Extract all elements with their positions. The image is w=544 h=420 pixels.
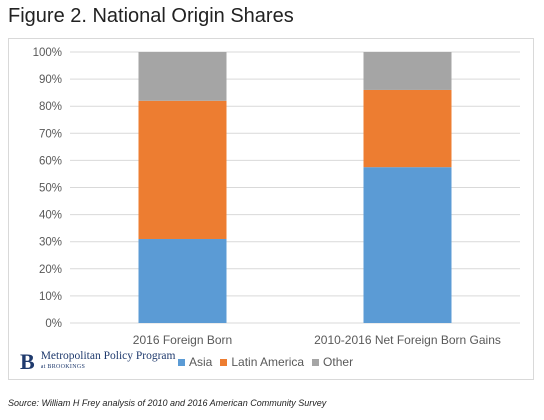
y-tick-label: 30%: [39, 237, 62, 249]
x-axis-categories: 2016 Foreign Born 2010-2016 Net Foreign B…: [133, 333, 501, 347]
legend-label: Other: [323, 355, 354, 369]
brand-sub: at BROOKINGS: [40, 364, 86, 370]
bar-segment-latin-america: [138, 100, 227, 239]
legend-item-asia: Asia: [178, 355, 212, 369]
x-category-label: 2016 Foreign Born: [133, 333, 232, 347]
chart-frame: [8, 38, 534, 380]
y-tick-label: 100%: [33, 47, 62, 59]
y-tick-label: 40%: [39, 210, 62, 222]
legend-item-other: Other: [312, 355, 353, 369]
y-tick-label: 70%: [39, 128, 62, 140]
legend-label: Latin America: [231, 355, 305, 369]
legend-swatch: [178, 358, 185, 366]
y-axis-ticks: 0% 10% 20% 30% 40% 50% 60% 70% 80% 90% 100%: [33, 47, 62, 330]
y-tick-label: 60%: [39, 155, 62, 167]
legend-label: Asia: [189, 355, 213, 369]
chart-title: Figure 2. National Origin Shares: [8, 5, 294, 27]
legend-item-latin-america: Latin America: [220, 355, 304, 369]
x-category-label: 2010-2016 Net Foreign Born Gains: [314, 333, 501, 347]
source-note: Source: William H Frey analysis of 2010 …: [8, 398, 327, 408]
brand-text: Metropolitan Policy Program at BROOKINGS: [40, 350, 176, 373]
brand-name: Metropolitan Policy Program: [40, 350, 176, 362]
y-tick-label: 80%: [39, 101, 62, 113]
bar-segment-latin-america: [363, 89, 452, 168]
legend-swatch: [220, 358, 228, 366]
chart-legend: Asia Latin America Other: [178, 355, 361, 369]
bar-segment-asia: [138, 238, 227, 323]
y-tick-label: 0%: [45, 318, 62, 330]
bar-segment-other: [363, 52, 452, 90]
gridlines: [70, 51, 520, 324]
bar-segment-other: [138, 52, 227, 101]
legend-swatch: [312, 358, 320, 366]
bars: [138, 52, 452, 323]
y-tick-label: 50%: [39, 183, 62, 195]
bar-segment-asia: [363, 167, 452, 323]
brand-mark: B: [20, 349, 35, 374]
y-tick-label: 90%: [39, 74, 62, 86]
brookings-logo: B Metropolitan Policy Program at BROOKIN…: [20, 349, 176, 374]
y-tick-label: 20%: [39, 264, 62, 276]
y-tick-label: 10%: [39, 291, 62, 303]
